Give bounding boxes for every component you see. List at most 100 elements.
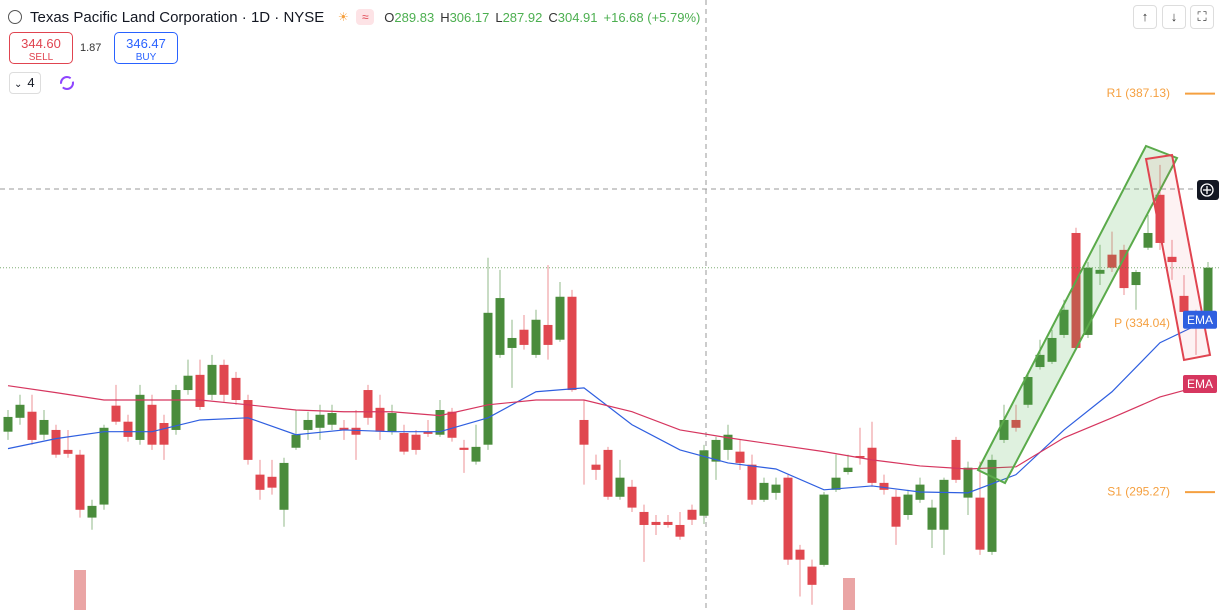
candle-body [771,484,781,493]
candle-body [1203,267,1213,322]
market-status-icon[interactable]: ☀ [337,10,349,24]
ohlc-key: C [548,9,558,25]
candle-body [3,416,13,432]
chevron-icon: ⌄ [14,79,23,90]
candle-body [1059,309,1069,335]
candle-body [87,505,97,518]
candle-body [819,494,829,565]
candle-body [423,431,433,434]
candle-body [663,521,673,525]
candle-body [879,482,889,490]
candle-body [807,566,817,585]
candle-body [135,394,145,440]
indicators-count: 4 [27,75,35,90]
candle-body [951,439,961,480]
candle-body [1143,232,1153,248]
scroll-up-button[interactable]: ↑ [1133,5,1157,29]
parallel-channel[interactable] [976,144,1179,485]
candle-body [711,439,721,462]
candle-body [1071,232,1081,348]
ohlc-key: H [440,9,450,25]
candle-body [795,549,805,560]
candle-body [303,419,313,430]
buy-button[interactable]: 346.47 BUY [114,32,178,64]
candle-body [375,407,385,432]
candle-body [687,509,697,520]
buy-label: BUY [135,52,157,63]
candle-body [735,451,745,463]
ema-label: EMA [1187,313,1213,327]
candle-body [291,434,301,448]
candle-body [471,446,481,462]
candle-body [603,449,613,497]
candle-body [1083,267,1093,335]
candle-body [1119,249,1129,289]
candle-body [435,409,445,435]
candle-body [363,390,373,418]
ema-label-box [1183,310,1217,329]
data-delay-icon[interactable]: ≈ [356,9,375,25]
price-change: +16.68 (+5.79%) [603,9,701,25]
candle-body [699,450,709,516]
labels: R1 (387.13) P (334.04) S1 (295.27) EMA EMA [1107,86,1217,498]
candle-body [903,494,913,515]
candle-body [243,400,253,460]
refresh-arc [60,76,74,90]
candle-body [1167,256,1177,263]
marks [0,92,1220,605]
symbol-title[interactable]: Texas Pacific Land Corporation · 1D · NY… [30,8,325,26]
candle-body [987,459,997,552]
candle-body [891,496,901,527]
candle-body [723,434,733,450]
candle-body [1011,419,1021,428]
candle-body [855,455,865,458]
ohlc-key: L [495,9,503,25]
ohlc-item: L287.92 [495,10,542,25]
candle-body [639,511,649,525]
candle-body [999,419,1009,440]
sell-price: 344.60 [21,36,61,51]
ohlc-value: 287.92 [502,9,543,25]
candle-body [747,464,757,500]
candle-body [399,432,409,452]
candle-body [1179,295,1189,312]
candle-body [651,521,661,525]
candle-body [591,464,601,470]
symbol-logo [8,10,22,24]
ohlc-item: C304.91 [548,10,597,25]
candle-body [207,364,217,395]
fullscreen-button[interactable]: ⛶ [1190,5,1214,29]
candle-body [495,298,505,355]
candle-body [183,375,193,391]
candle-body [963,467,973,498]
candle-body [315,414,325,428]
candle-body [147,404,157,445]
candle-body [255,474,265,490]
spread: 1.87 [80,42,102,54]
candle-body [1047,337,1057,362]
candle-body [519,329,529,345]
sell-button[interactable]: 344.60 SELL [9,32,73,64]
ema-line [7,383,1209,470]
candle-body [99,427,109,505]
ohlc-value: 289.83 [394,9,435,25]
candle-body [1155,194,1165,243]
rectangle-drawing[interactable] [1144,153,1212,362]
ohlc-item: O289.83 [384,10,434,25]
candle-body [279,462,289,510]
candle-body [675,524,685,537]
candle-body [579,419,589,445]
ohlc-value: 304.91 [557,9,598,25]
indicators-toggle[interactable]: ⌄ 4 [9,72,41,94]
candle-body [507,337,517,348]
pivot-label: S1 (295.27) [1107,484,1170,498]
candle-body [483,312,493,445]
candle-body [39,419,49,435]
refresh-icon[interactable] [58,74,76,92]
ema-label-box [1183,374,1217,393]
candle-body [759,482,769,500]
buy-price: 346.47 [126,36,166,51]
scroll-down-button[interactable]: ↓ [1162,5,1186,29]
candle-body [447,411,457,438]
